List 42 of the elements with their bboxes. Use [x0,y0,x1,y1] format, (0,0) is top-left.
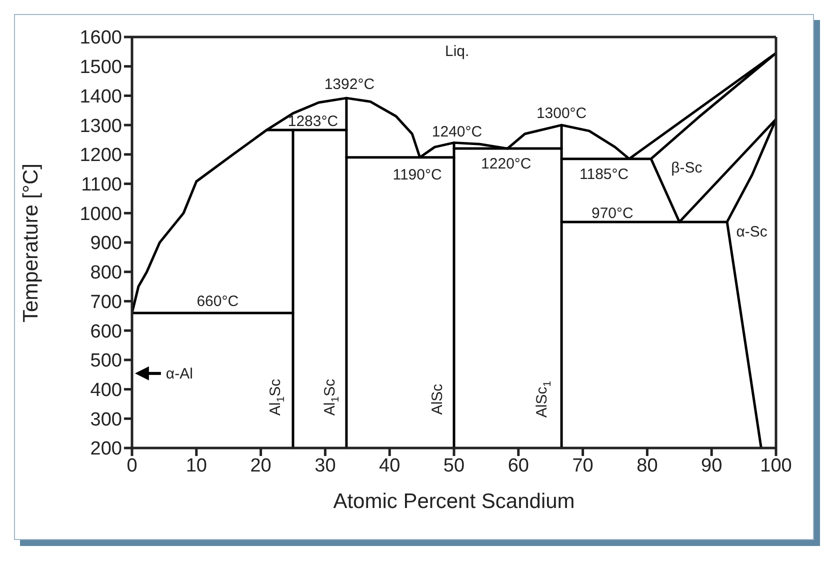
x-tick-label: 70 [572,455,594,476]
y-tick-label: 500 [90,350,122,372]
y-tick-label: 700 [90,292,122,313]
x-tick-label: 50 [443,455,465,476]
y-tick-label: 800 [90,262,122,284]
x-tick-label: 0 [126,455,138,476]
annotation: Liq. [444,42,470,60]
annotation: 1190°C [392,166,442,183]
y-tick-label: 900 [90,233,122,254]
annotation: 1240°C [432,123,482,140]
annotation: α-Al [166,364,193,382]
annotation: 1283°C [288,112,338,130]
y-tick-label: 1500 [80,57,122,78]
annotation: 1392°C [324,76,375,93]
x-tick-label: 80 [636,455,658,476]
y-tick-label: 1200 [80,145,122,166]
x-tick-label: 40 [379,455,400,476]
x-tick-label: 20 [250,455,272,476]
x-tick-label: 60 [508,455,529,476]
annotation: α-Sc [736,222,768,240]
annotation: 970°C [591,204,634,222]
y-axis-title: Temperature [°C] [19,164,42,322]
annotation: β-Sc [671,158,703,176]
annotation: AlSc [428,383,446,415]
x-tick-label: 90 [701,455,722,476]
x-tick-label: 30 [314,455,336,476]
x-tick-label: 10 [186,455,207,476]
annotation: 660°C [196,292,239,310]
annotation: 1185°C [580,165,629,182]
y-tick-label: 1100 [81,174,122,196]
y-tick-label: 300 [90,409,122,430]
y-tick-label: 1300 [80,116,122,137]
y-tick-label: 600 [90,321,122,342]
x-axis-title: Atomic Percent Scandium [333,490,575,513]
y-tick-label: 1400 [80,86,122,108]
y-tick-label: 200 [90,438,122,460]
y-tick-label: 400 [90,380,122,402]
y-tick-label: 1000 [80,204,122,225]
annotation: 1300°C [536,104,587,122]
x-tick-label: 100 [760,455,792,476]
y-tick-label: 1600 [80,28,122,49]
annotation: 1220°C [481,155,532,172]
